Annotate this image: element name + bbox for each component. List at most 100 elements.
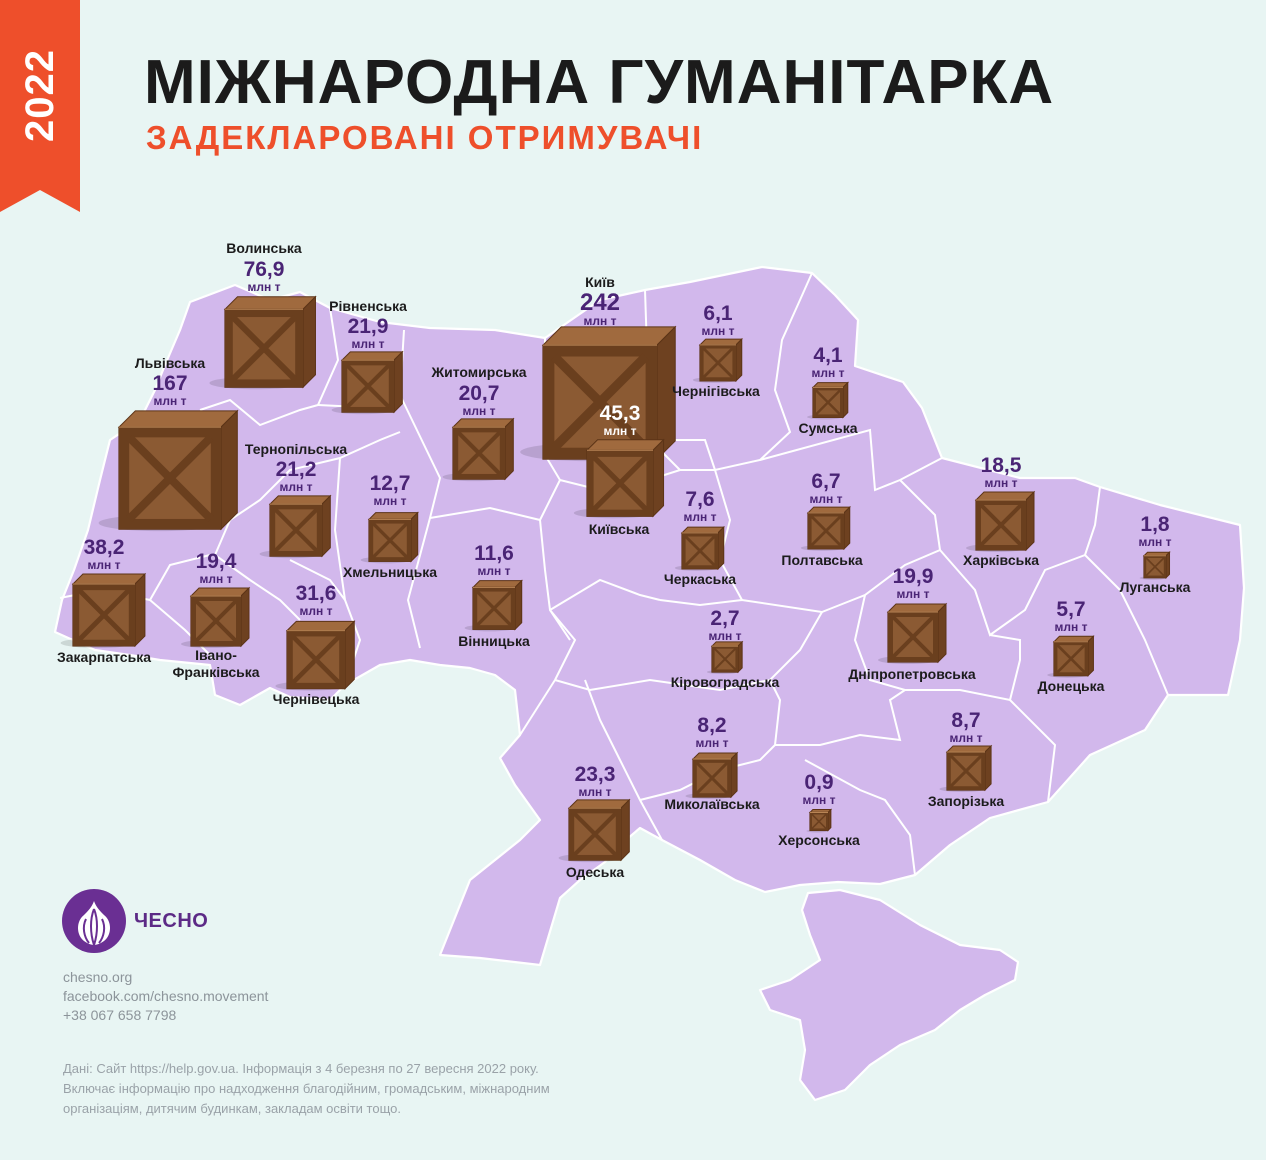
footnote-line: Включає інформацію про надходження благо… [63, 1081, 550, 1096]
region-value: 20,7 [459, 382, 500, 405]
region-name: Дніпропетровська [848, 666, 976, 682]
crate-icon [1047, 635, 1095, 678]
region-unit: млн т [280, 480, 313, 494]
region-value: 12,7 [370, 472, 411, 495]
region-unit: млн т [696, 736, 729, 750]
region-value: 8,7 [951, 709, 980, 732]
region-unit: млн т [985, 476, 1018, 490]
year-ribbon [0, 0, 80, 212]
crate-icon [259, 494, 332, 559]
crate-icon [60, 572, 147, 648]
region-value: 1,8 [1140, 513, 1170, 536]
region-name: Миколаївська [664, 796, 760, 812]
region-unit: млн т [88, 558, 121, 572]
crate-icon [807, 381, 850, 420]
region-name: Донецька [1038, 678, 1105, 694]
region-value: 21,9 [348, 315, 389, 338]
crate-icon [674, 525, 725, 571]
region-name: Луганська [1120, 579, 1191, 595]
region-unit: млн т [463, 404, 496, 418]
contacts: chesno.org facebook.com/chesno.movement … [63, 968, 268, 1025]
region-unit: млн т [300, 604, 333, 618]
crate-icon [442, 417, 515, 482]
region-unit: млн т [352, 337, 385, 351]
contact-facebook[interactable]: facebook.com/chesno.movement [63, 988, 269, 1004]
region-name: Сумська [798, 420, 857, 436]
region-value: 21,2 [276, 458, 317, 481]
region-unit: млн т [812, 366, 845, 380]
crate-icon [209, 295, 317, 390]
crate-icon [878, 602, 948, 664]
region-value: 31,6 [296, 582, 337, 605]
region-value: 167 [152, 372, 187, 395]
region-unit: млн т [478, 564, 511, 578]
crate-icon [800, 505, 851, 551]
region-unit: млн т [1055, 620, 1088, 634]
region-unit: млн т [248, 280, 281, 294]
crate-icon [181, 586, 251, 648]
region-unit: млн т [1139, 535, 1172, 549]
crimea [758, 888, 1020, 1102]
crate-icon [98, 409, 239, 532]
region-name: Чернігівська [672, 383, 760, 399]
crate-icon [706, 640, 744, 675]
region-value: 0,9 [804, 771, 833, 794]
logo-name: ЧЕСНО [134, 910, 209, 932]
region-name: Полтавська [781, 552, 862, 568]
region-unit: млн т [897, 587, 930, 601]
region-unit: млн т [604, 424, 637, 438]
region-unit: млн т [702, 324, 735, 338]
region-value: 19,4 [196, 550, 237, 573]
region-name: Волинська [226, 240, 302, 256]
region-value: 23,3 [575, 763, 616, 786]
region-value: 8,2 [697, 714, 726, 737]
chesno-logo[interactable]: ЧЕСНО [62, 889, 242, 955]
region-value: 6,1 [703, 302, 733, 325]
crate-icon [806, 808, 833, 833]
region-name: Франківська [172, 664, 259, 680]
region-value: 11,6 [474, 542, 514, 565]
region-unit: млн т [709, 629, 742, 643]
region-name: Вінницька [458, 633, 530, 649]
contact-phone: +38 067 658 7798 [63, 1007, 177, 1023]
footnote-line: організаціям, дитячим будинкам, закладам… [63, 1101, 401, 1116]
region-value: 45,3 [600, 402, 641, 425]
region-value: 4,1 [813, 344, 843, 367]
region-name: Київ [585, 274, 615, 290]
crate-icon [939, 744, 993, 793]
region-unit: млн т [200, 572, 233, 586]
region-unit: млн т [154, 394, 187, 408]
crates-layer [60, 295, 1171, 863]
region-name: Тернопільська [245, 441, 347, 457]
page-title: МІЖНАРОДНА ГУМАНІТАРКА [144, 48, 1055, 117]
region-value: 18,5 [981, 454, 1022, 477]
region-unit: млн т [810, 492, 843, 506]
region-value: 5,7 [1056, 598, 1085, 621]
source-footnote: Дані: Сайт https://help.gov.ua. Інформац… [63, 1059, 663, 1119]
region-unit: млн т [374, 494, 407, 508]
garlic-icon [62, 889, 126, 953]
contact-site[interactable]: chesno.org [63, 969, 133, 985]
region-unit: млн т [584, 314, 617, 328]
region-name: Запорізька [928, 793, 1005, 809]
footnote-line: Дані: Сайт https://help.gov.ua. Інформац… [63, 1061, 539, 1076]
region-name: Херсонська [778, 832, 860, 848]
crate-icon [692, 337, 743, 383]
region-value: 19,9 [893, 565, 934, 588]
crate-icon [685, 751, 739, 800]
crate-icon [573, 438, 665, 519]
region-name: Закарпатська [57, 649, 151, 665]
crate-icon [1139, 551, 1171, 580]
crate-icon [966, 490, 1036, 552]
region-name: Львівська [135, 355, 206, 371]
region-unit: млн т [950, 731, 983, 745]
region-unit: млн т [579, 785, 612, 799]
region-name: Одеська [566, 864, 624, 880]
region-value: 76,9 [244, 258, 285, 281]
crate-icon [558, 798, 631, 863]
region-name: Київська [589, 521, 650, 537]
region-value: 242 [580, 289, 620, 316]
crate-icon [360, 511, 419, 564]
